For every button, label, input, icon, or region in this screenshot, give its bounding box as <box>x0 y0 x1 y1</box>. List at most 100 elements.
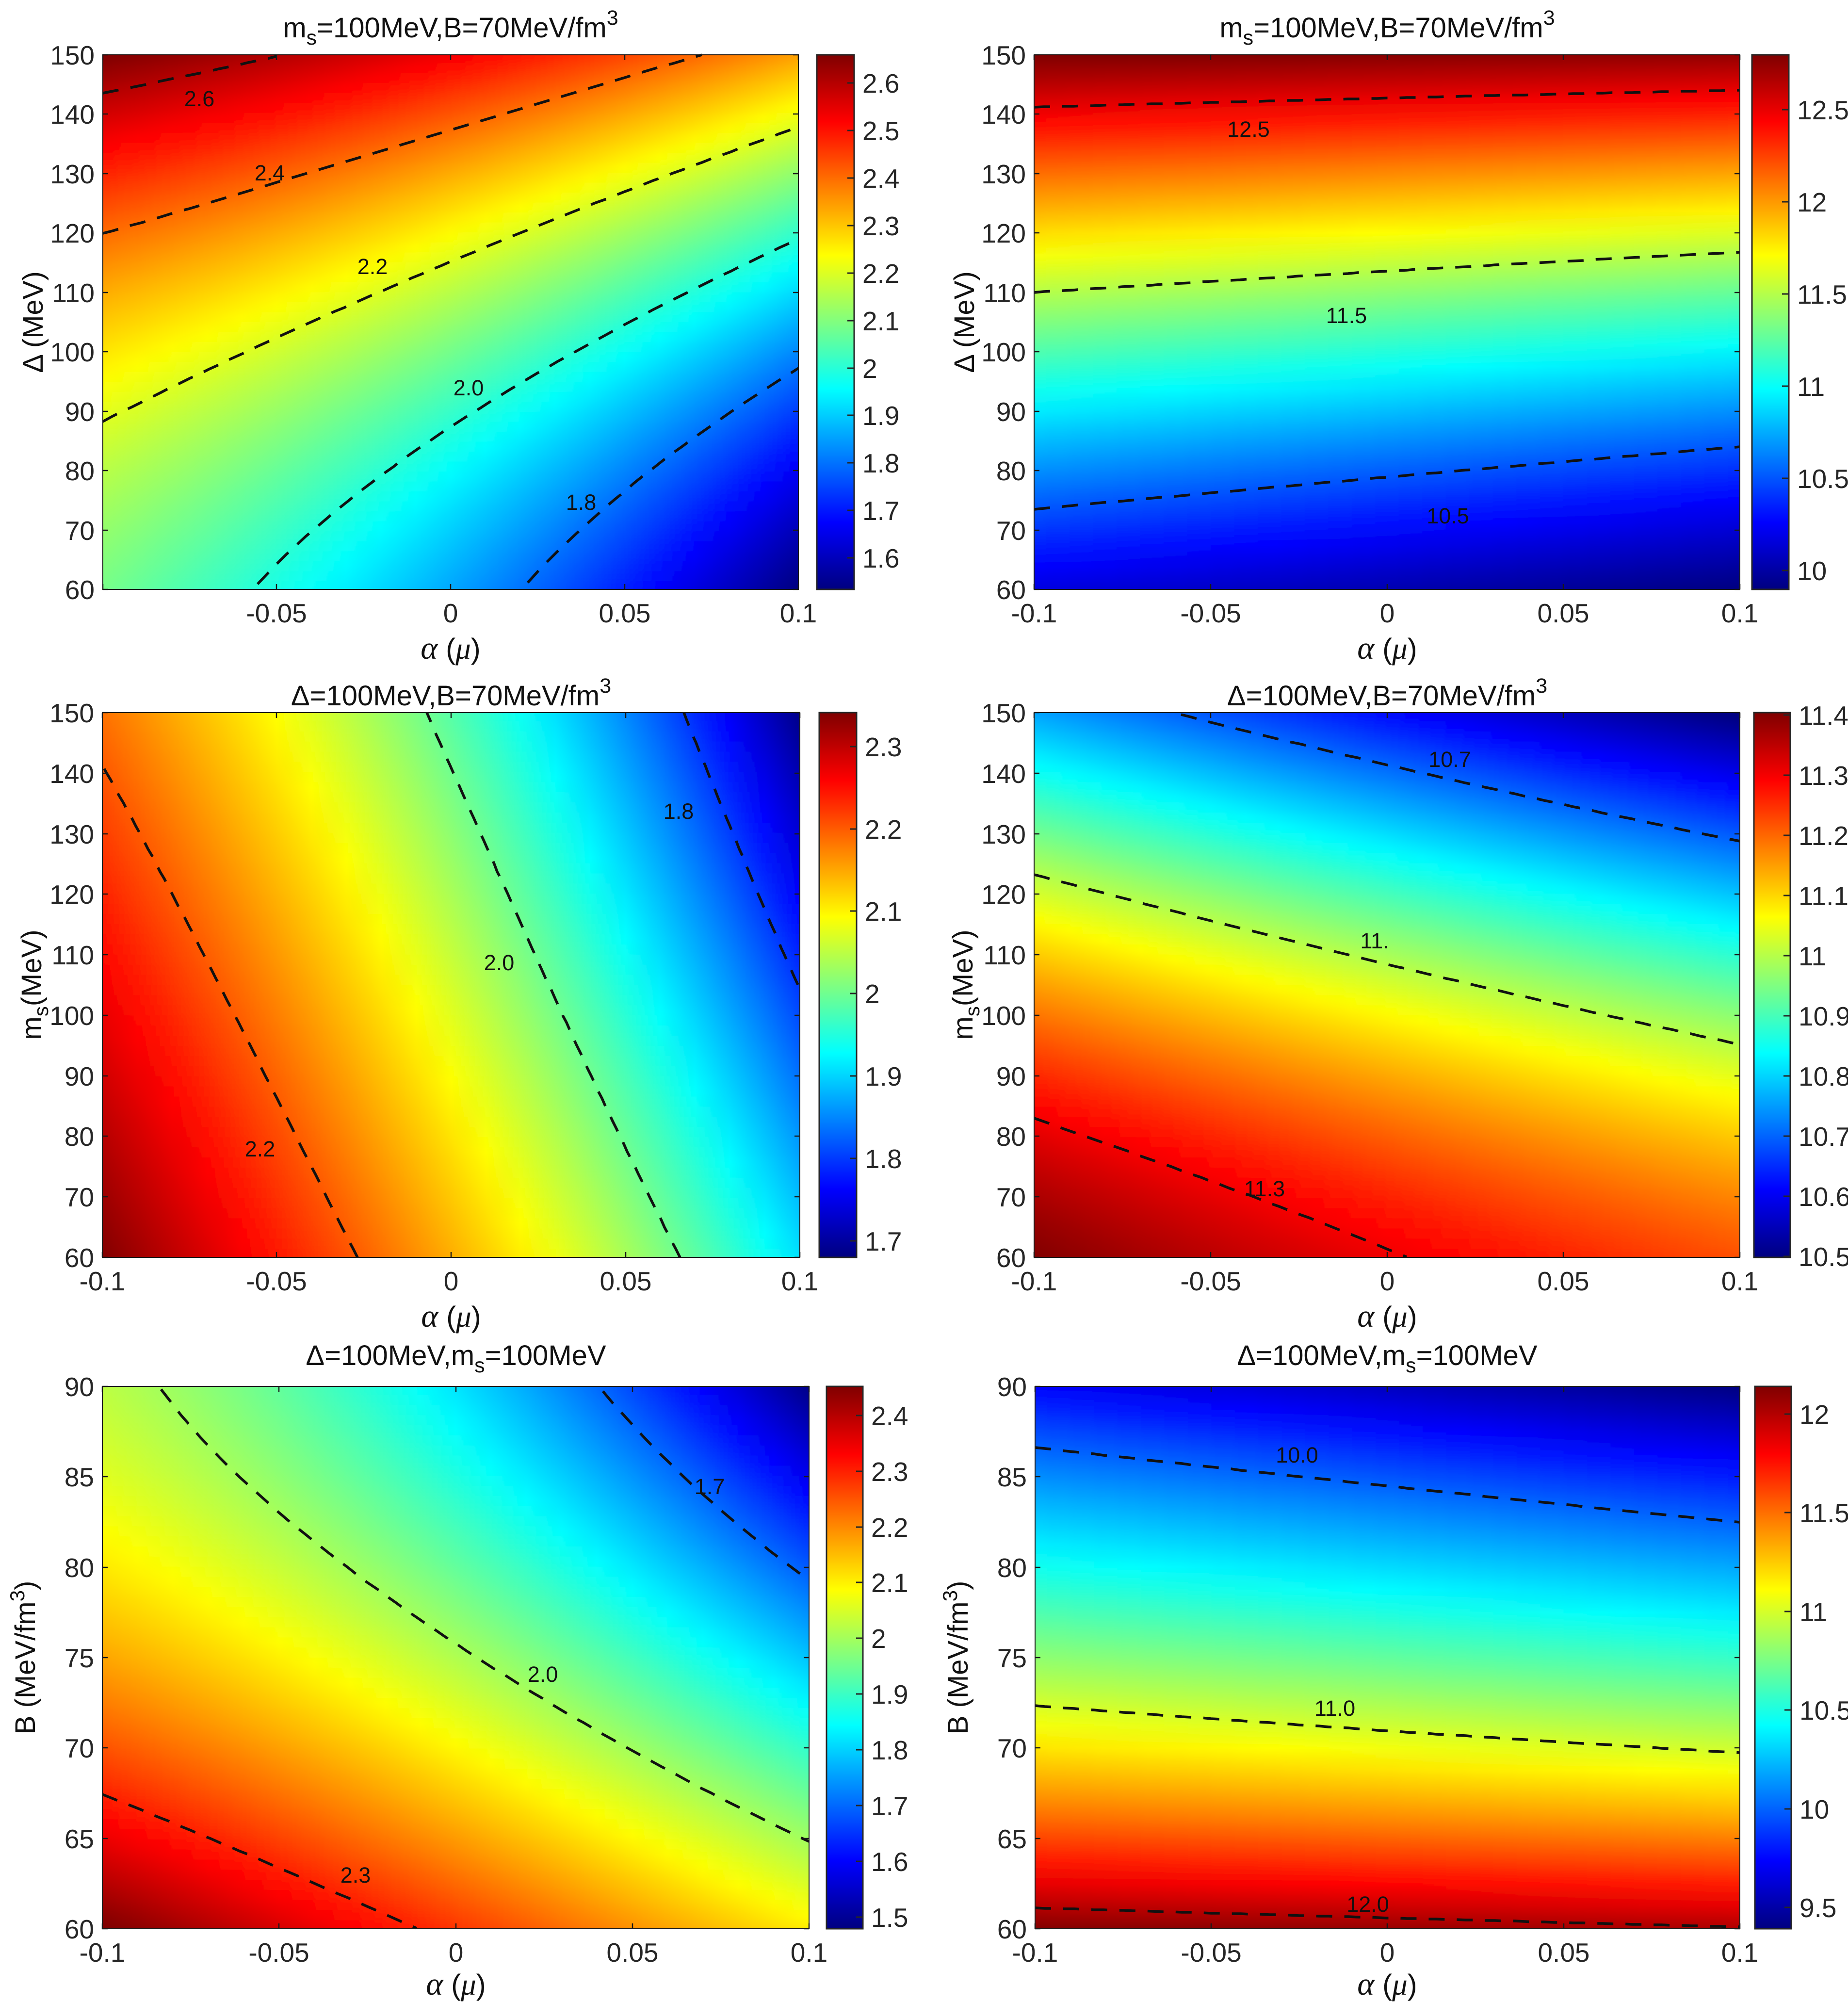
svg-text:2.1: 2.1 <box>865 896 902 927</box>
svg-text:1.9: 1.9 <box>871 1679 908 1709</box>
svg-text:90: 90 <box>65 397 95 427</box>
svg-text:12.0: 12.0 <box>1346 1892 1389 1917</box>
svg-text:11: 11 <box>1797 372 1825 402</box>
svg-text:1.8: 1.8 <box>871 1735 908 1765</box>
svg-text:2.3: 2.3 <box>340 1863 371 1888</box>
svg-text:0.05: 0.05 <box>599 598 650 628</box>
svg-text:ms​(MeV): ms​(MeV) <box>16 929 52 1040</box>
svg-text:65: 65 <box>997 1824 1027 1854</box>
svg-text:60: 60 <box>997 1914 1027 1944</box>
svg-text:Δ (MeV): Δ (MeV) <box>17 271 49 373</box>
svg-text:2.6: 2.6 <box>184 86 215 111</box>
svg-text:-0.05: -0.05 <box>1180 1266 1241 1296</box>
svg-text:90: 90 <box>65 1372 94 1402</box>
svg-text:1.7: 1.7 <box>865 1226 902 1256</box>
svg-text:1.8: 1.8 <box>865 1144 902 1174</box>
svg-text:0.1: 0.1 <box>1721 1937 1758 1968</box>
svg-text:Δ=100MeV,B=70MeV/fm3​: Δ=100MeV,B=70MeV/fm3​ <box>291 674 611 712</box>
svg-text:12.5: 12.5 <box>1227 117 1270 142</box>
svg-text:2.2: 2.2 <box>871 1513 908 1543</box>
svg-text:1.8: 1.8 <box>862 448 899 478</box>
svg-text:0.05: 0.05 <box>1538 1937 1589 1968</box>
svg-text:150: 150 <box>981 698 1026 728</box>
svg-text:α (μ): α (μ) <box>421 630 480 666</box>
svg-text:11.3: 11.3 <box>1244 1176 1285 1201</box>
svg-text:90: 90 <box>996 1061 1026 1091</box>
svg-text:120: 120 <box>50 218 95 248</box>
svg-text:1.6: 1.6 <box>862 543 899 573</box>
svg-text:0.05: 0.05 <box>1537 1266 1589 1296</box>
svg-text:140: 140 <box>49 759 94 789</box>
svg-text:-0.05: -0.05 <box>246 1266 307 1296</box>
svg-text:B (MeV/fm3​): B (MeV/fm3​) <box>6 1581 41 1735</box>
svg-text:100: 100 <box>49 1001 94 1031</box>
svg-text:2.6: 2.6 <box>862 68 899 98</box>
svg-text:2: 2 <box>865 979 880 1009</box>
svg-text:85: 85 <box>997 1462 1027 1492</box>
svg-text:α (μ): α (μ) <box>426 1966 486 2002</box>
svg-text:2.3: 2.3 <box>871 1457 908 1487</box>
svg-text:0.05: 0.05 <box>600 1266 651 1296</box>
svg-text:2: 2 <box>862 354 877 384</box>
svg-text:12: 12 <box>1799 1400 1829 1430</box>
svg-text:60: 60 <box>65 1914 94 1944</box>
svg-text:2.0: 2.0 <box>484 950 515 975</box>
svg-text:120: 120 <box>49 879 94 910</box>
svg-text:-0.05: -0.05 <box>1180 598 1241 628</box>
svg-text:2.3: 2.3 <box>862 211 899 241</box>
svg-text:2.2: 2.2 <box>245 1137 276 1161</box>
svg-text:-0.05: -0.05 <box>246 598 307 628</box>
svg-text:2.2: 2.2 <box>357 254 388 279</box>
svg-text:80: 80 <box>65 456 95 486</box>
svg-text:70: 70 <box>65 516 95 546</box>
svg-text:2.4: 2.4 <box>871 1401 908 1431</box>
svg-text:12.5: 12.5 <box>1797 95 1848 125</box>
svg-text:1.5: 1.5 <box>871 1903 908 1933</box>
svg-text:90: 90 <box>996 397 1026 427</box>
svg-text:1.7: 1.7 <box>871 1791 908 1821</box>
svg-text:0: 0 <box>1380 1266 1395 1296</box>
svg-text:150: 150 <box>981 40 1026 70</box>
svg-text:10.5: 10.5 <box>1799 1695 1848 1725</box>
svg-text:130: 130 <box>981 159 1026 189</box>
svg-text:10.7: 10.7 <box>1799 1122 1848 1152</box>
svg-text:60: 60 <box>65 1243 94 1273</box>
svg-text:1.7: 1.7 <box>862 496 899 526</box>
svg-text:α (μ): α (μ) <box>1357 1298 1417 1334</box>
svg-text:70: 70 <box>996 516 1026 546</box>
svg-text:-0.1: -0.1 <box>1012 1937 1058 1968</box>
svg-text:1.6: 1.6 <box>871 1847 908 1877</box>
svg-text:1.7: 1.7 <box>695 1474 725 1499</box>
svg-text:70: 70 <box>65 1733 94 1763</box>
svg-text:2.1: 2.1 <box>871 1568 908 1598</box>
svg-text:0: 0 <box>1380 1937 1395 1968</box>
svg-text:ms​(MeV): ms​(MeV) <box>947 929 984 1040</box>
svg-text:0.1: 0.1 <box>1721 1266 1758 1296</box>
svg-text:11.4: 11.4 <box>1799 700 1848 731</box>
svg-text:60: 60 <box>996 1243 1026 1273</box>
svg-text:11.2: 11.2 <box>1799 821 1848 851</box>
svg-text:α (μ): α (μ) <box>421 1298 481 1334</box>
svg-text:110: 110 <box>983 940 1026 970</box>
svg-text:2.1: 2.1 <box>862 306 899 336</box>
svg-text:0.1: 0.1 <box>1721 598 1758 628</box>
svg-text:80: 80 <box>65 1553 94 1583</box>
svg-text:80: 80 <box>997 1553 1027 1583</box>
svg-text:100: 100 <box>50 337 95 367</box>
svg-text:Δ=100MeV,B=70MeV/fm3​: Δ=100MeV,B=70MeV/fm3​ <box>1227 674 1547 712</box>
svg-text:60: 60 <box>65 575 95 605</box>
svg-text:150: 150 <box>49 698 94 728</box>
svg-text:10.6: 10.6 <box>1799 1182 1848 1212</box>
svg-text:10.7: 10.7 <box>1428 747 1471 772</box>
svg-text:10.5: 10.5 <box>1427 504 1469 528</box>
svg-text:0: 0 <box>449 1937 464 1968</box>
svg-text:110: 110 <box>983 278 1026 308</box>
svg-text:11.5: 11.5 <box>1799 1498 1848 1528</box>
svg-text:80: 80 <box>996 456 1026 486</box>
svg-text:10: 10 <box>1799 1794 1829 1824</box>
svg-text:0.05: 0.05 <box>606 1937 658 1968</box>
svg-text:80: 80 <box>65 1122 94 1152</box>
svg-text:11: 11 <box>1799 941 1826 971</box>
svg-text:75: 75 <box>997 1643 1027 1673</box>
svg-text:0.1: 0.1 <box>781 1266 818 1296</box>
